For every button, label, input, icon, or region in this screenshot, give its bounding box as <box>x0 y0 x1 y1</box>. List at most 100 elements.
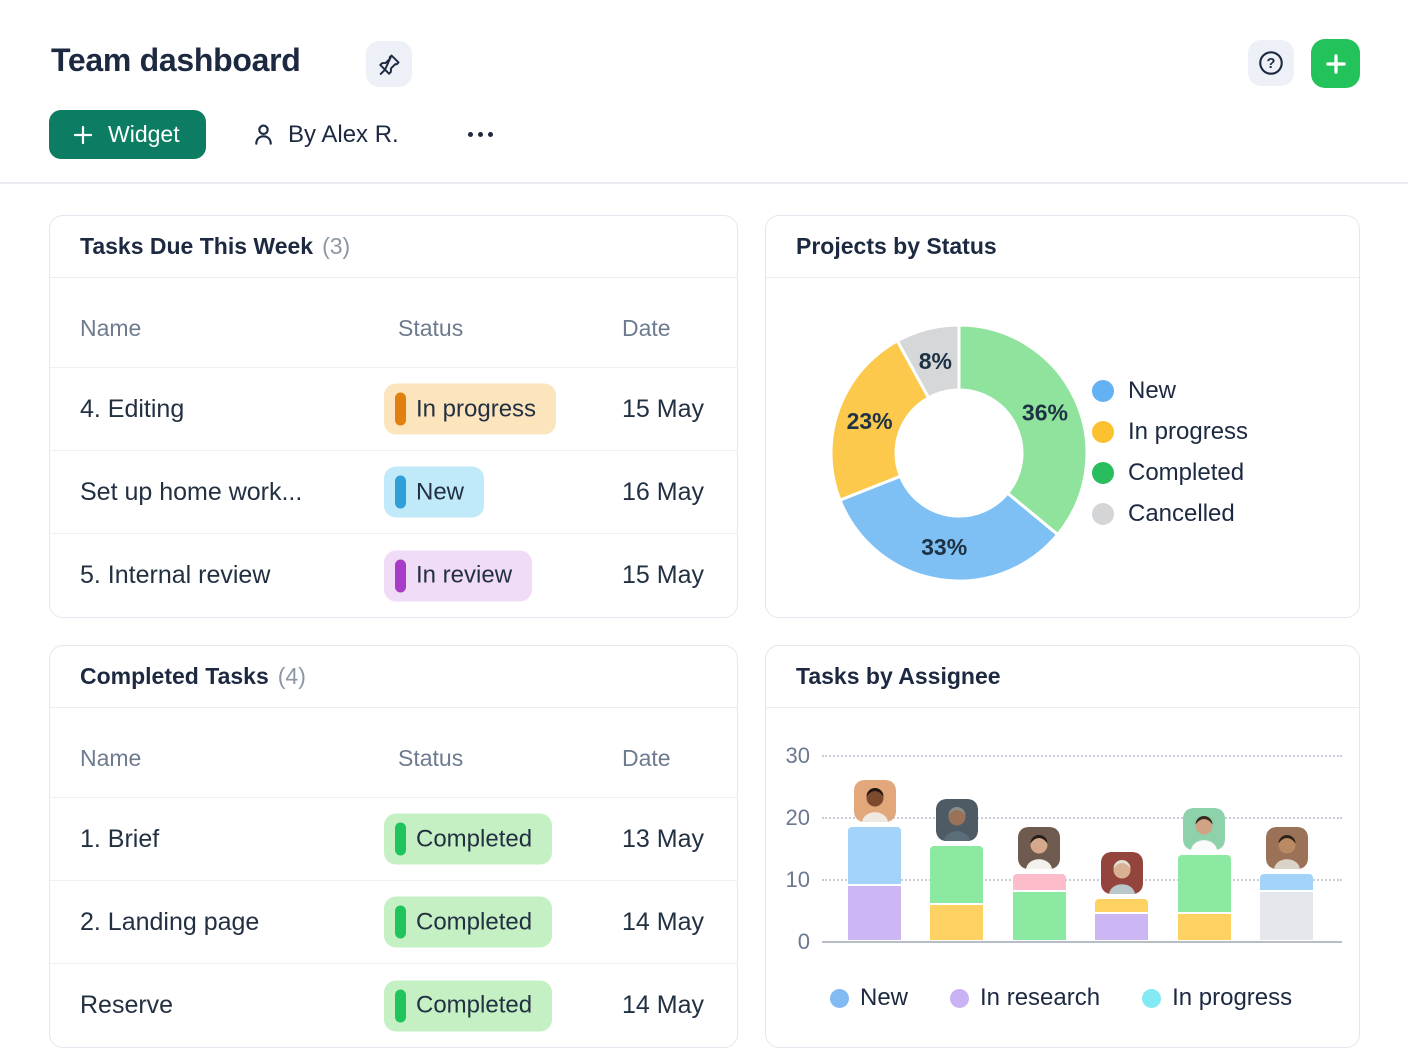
legend-label: New <box>860 984 909 1011</box>
legend-item: Completed <box>1092 452 1248 493</box>
byline-label: By Alex R. <box>288 120 399 148</box>
status-label: Completed <box>416 991 533 1019</box>
widget-count: (3) <box>322 233 351 259</box>
bar-segment <box>848 827 901 885</box>
header-divider <box>0 182 1408 184</box>
legend-item: Cancelled <box>1092 493 1248 534</box>
legend-dot <box>1142 988 1162 1008</box>
status-badge: Completed <box>384 980 553 1031</box>
widget-completed-tasks: Completed Tasks (4) Name Status Date 1. … <box>49 645 738 1048</box>
bar-segment <box>848 886 901 940</box>
bar-segment <box>1177 914 1231 940</box>
legend-dot <box>950 988 970 1008</box>
bar-segment <box>930 845 984 903</box>
bar-chart-legend: New In research In progress <box>830 984 1292 1012</box>
add-widget-button[interactable]: Widget <box>49 110 206 159</box>
task-name: 4. Editing <box>80 394 185 423</box>
status-label: Completed <box>416 825 533 852</box>
status-label: In progress <box>416 395 537 422</box>
assignee-avatar <box>935 798 978 841</box>
widget-header: Projects by Status <box>766 216 1359 278</box>
status-badge: Completed <box>384 813 553 865</box>
legend-label: Cancelled <box>1128 499 1235 527</box>
status-label: New <box>416 478 465 505</box>
legend-label: New <box>1128 376 1177 404</box>
bar-segment <box>1012 873 1066 891</box>
assignee-avatar <box>1100 851 1143 894</box>
task-name: 2. Landing page <box>80 907 260 936</box>
legend-dot <box>1092 420 1114 443</box>
assignee-avatar <box>1183 808 1226 851</box>
donut-slice-completed <box>957 323 1089 537</box>
gridline <box>822 879 1342 881</box>
donut-chart: 36% 33% 23% 8% New In progress Completed Cance… <box>766 278 1359 617</box>
more-button[interactable] <box>462 110 499 159</box>
donut-slice-percent: 23% <box>847 408 893 434</box>
bar-segment <box>1260 873 1313 891</box>
help-button[interactable]: ? <box>1248 40 1294 86</box>
legend-dot <box>1092 379 1114 402</box>
widget-tasks-by-assignee: Tasks by Assignee 0 10 20 30 <box>765 645 1360 1048</box>
table-row[interactable]: 4. Editing In progress 15 May <box>50 368 737 451</box>
table-row[interactable]: Reserve Completed 14 May <box>50 964 737 1047</box>
legend-item: In progress <box>1142 984 1292 1012</box>
task-date: 14 May <box>622 907 704 936</box>
task-date: 14 May <box>622 991 704 1019</box>
donut-slice-percent: 8% <box>919 348 952 374</box>
task-name: Reserve <box>80 991 174 1019</box>
widget-count: (4) <box>277 663 306 689</box>
y-axis-tick: 0 <box>797 929 810 954</box>
status-label: Completed <box>416 908 533 935</box>
legend-item: New <box>1092 370 1248 411</box>
donut-slice-percent: 33% <box>921 534 967 560</box>
add-button[interactable] <box>1311 39 1360 88</box>
person-icon <box>250 121 277 148</box>
donut-slice-percent: 36% <box>1022 400 1068 426</box>
donut-slice-in-progress <box>829 339 931 502</box>
donut-chart-svg: 36% 33% 23% 8% <box>829 323 1089 583</box>
status-bar-icon <box>395 392 406 426</box>
task-name: 1. Brief <box>80 824 160 853</box>
pin-button[interactable] <box>366 41 412 87</box>
widget-title: Tasks by Assignee <box>796 663 1001 689</box>
column-header-date: Date <box>622 314 671 341</box>
plus-icon <box>71 123 95 147</box>
table-row[interactable]: 5. Internal review In review 15 May <box>50 534 737 617</box>
column-header-date: Date <box>622 744 671 771</box>
status-bar-icon <box>395 989 406 1022</box>
bar-segment <box>1177 855 1231 913</box>
legend-item: New <box>830 984 908 1012</box>
bar-segment <box>1095 898 1149 913</box>
widget-title: Completed Tasks <box>80 663 269 689</box>
table-row[interactable]: Set up home work... New 16 May <box>50 451 737 534</box>
task-date: 15 May <box>622 561 704 589</box>
table-row[interactable]: 2. Landing page Completed 14 May <box>50 881 737 964</box>
x-axis-line <box>822 941 1342 943</box>
donut-slice-new <box>838 474 1060 583</box>
widget-header: Completed Tasks (4) <box>50 646 737 708</box>
table-row[interactable]: 1. Brief Completed 13 May <box>50 798 737 881</box>
task-name: Set up home work... <box>80 477 303 506</box>
legend-dot <box>1092 502 1114 525</box>
task-date: 13 May <box>622 824 704 853</box>
page-title: Team dashboard <box>51 42 301 78</box>
column-header-name: Name <box>80 744 142 771</box>
table-header: Name Status Date <box>50 708 737 798</box>
bar-segment <box>930 904 984 940</box>
legend-label: In progress <box>1128 417 1249 445</box>
status-badge: Completed <box>384 896 553 948</box>
bar-segment <box>1012 892 1066 940</box>
donut-legend: New In progress Completed Cancelled <box>1092 370 1248 534</box>
widget-header: Tasks Due This Week (3) <box>50 216 737 278</box>
assignee-avatar <box>1018 826 1061 869</box>
table-header: Name Status Date <box>50 278 737 368</box>
legend-dot <box>1092 461 1114 484</box>
y-axis-tick: 30 <box>785 743 810 768</box>
status-bar-icon <box>395 559 406 592</box>
assignee-avatar <box>853 780 896 823</box>
y-axis-tick: 20 <box>785 805 810 830</box>
ellipsis-icon <box>468 132 473 137</box>
task-date: 15 May <box>622 394 704 423</box>
task-name: 5. Internal review <box>80 561 271 589</box>
status-badge: New <box>384 466 485 518</box>
